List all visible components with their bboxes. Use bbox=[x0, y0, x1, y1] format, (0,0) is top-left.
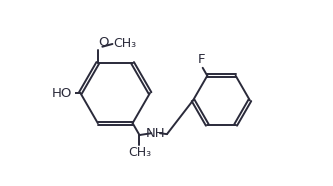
Text: NH: NH bbox=[146, 127, 166, 140]
Text: CH₃: CH₃ bbox=[128, 146, 151, 159]
Text: F: F bbox=[198, 53, 205, 66]
Text: CH₃: CH₃ bbox=[113, 37, 137, 50]
Text: HO: HO bbox=[52, 86, 72, 100]
Text: O: O bbox=[99, 36, 109, 49]
